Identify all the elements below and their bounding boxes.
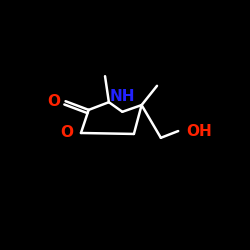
Text: O: O <box>47 94 60 109</box>
Text: O: O <box>60 126 73 140</box>
Text: NH: NH <box>110 89 135 104</box>
Text: OH: OH <box>186 124 212 138</box>
